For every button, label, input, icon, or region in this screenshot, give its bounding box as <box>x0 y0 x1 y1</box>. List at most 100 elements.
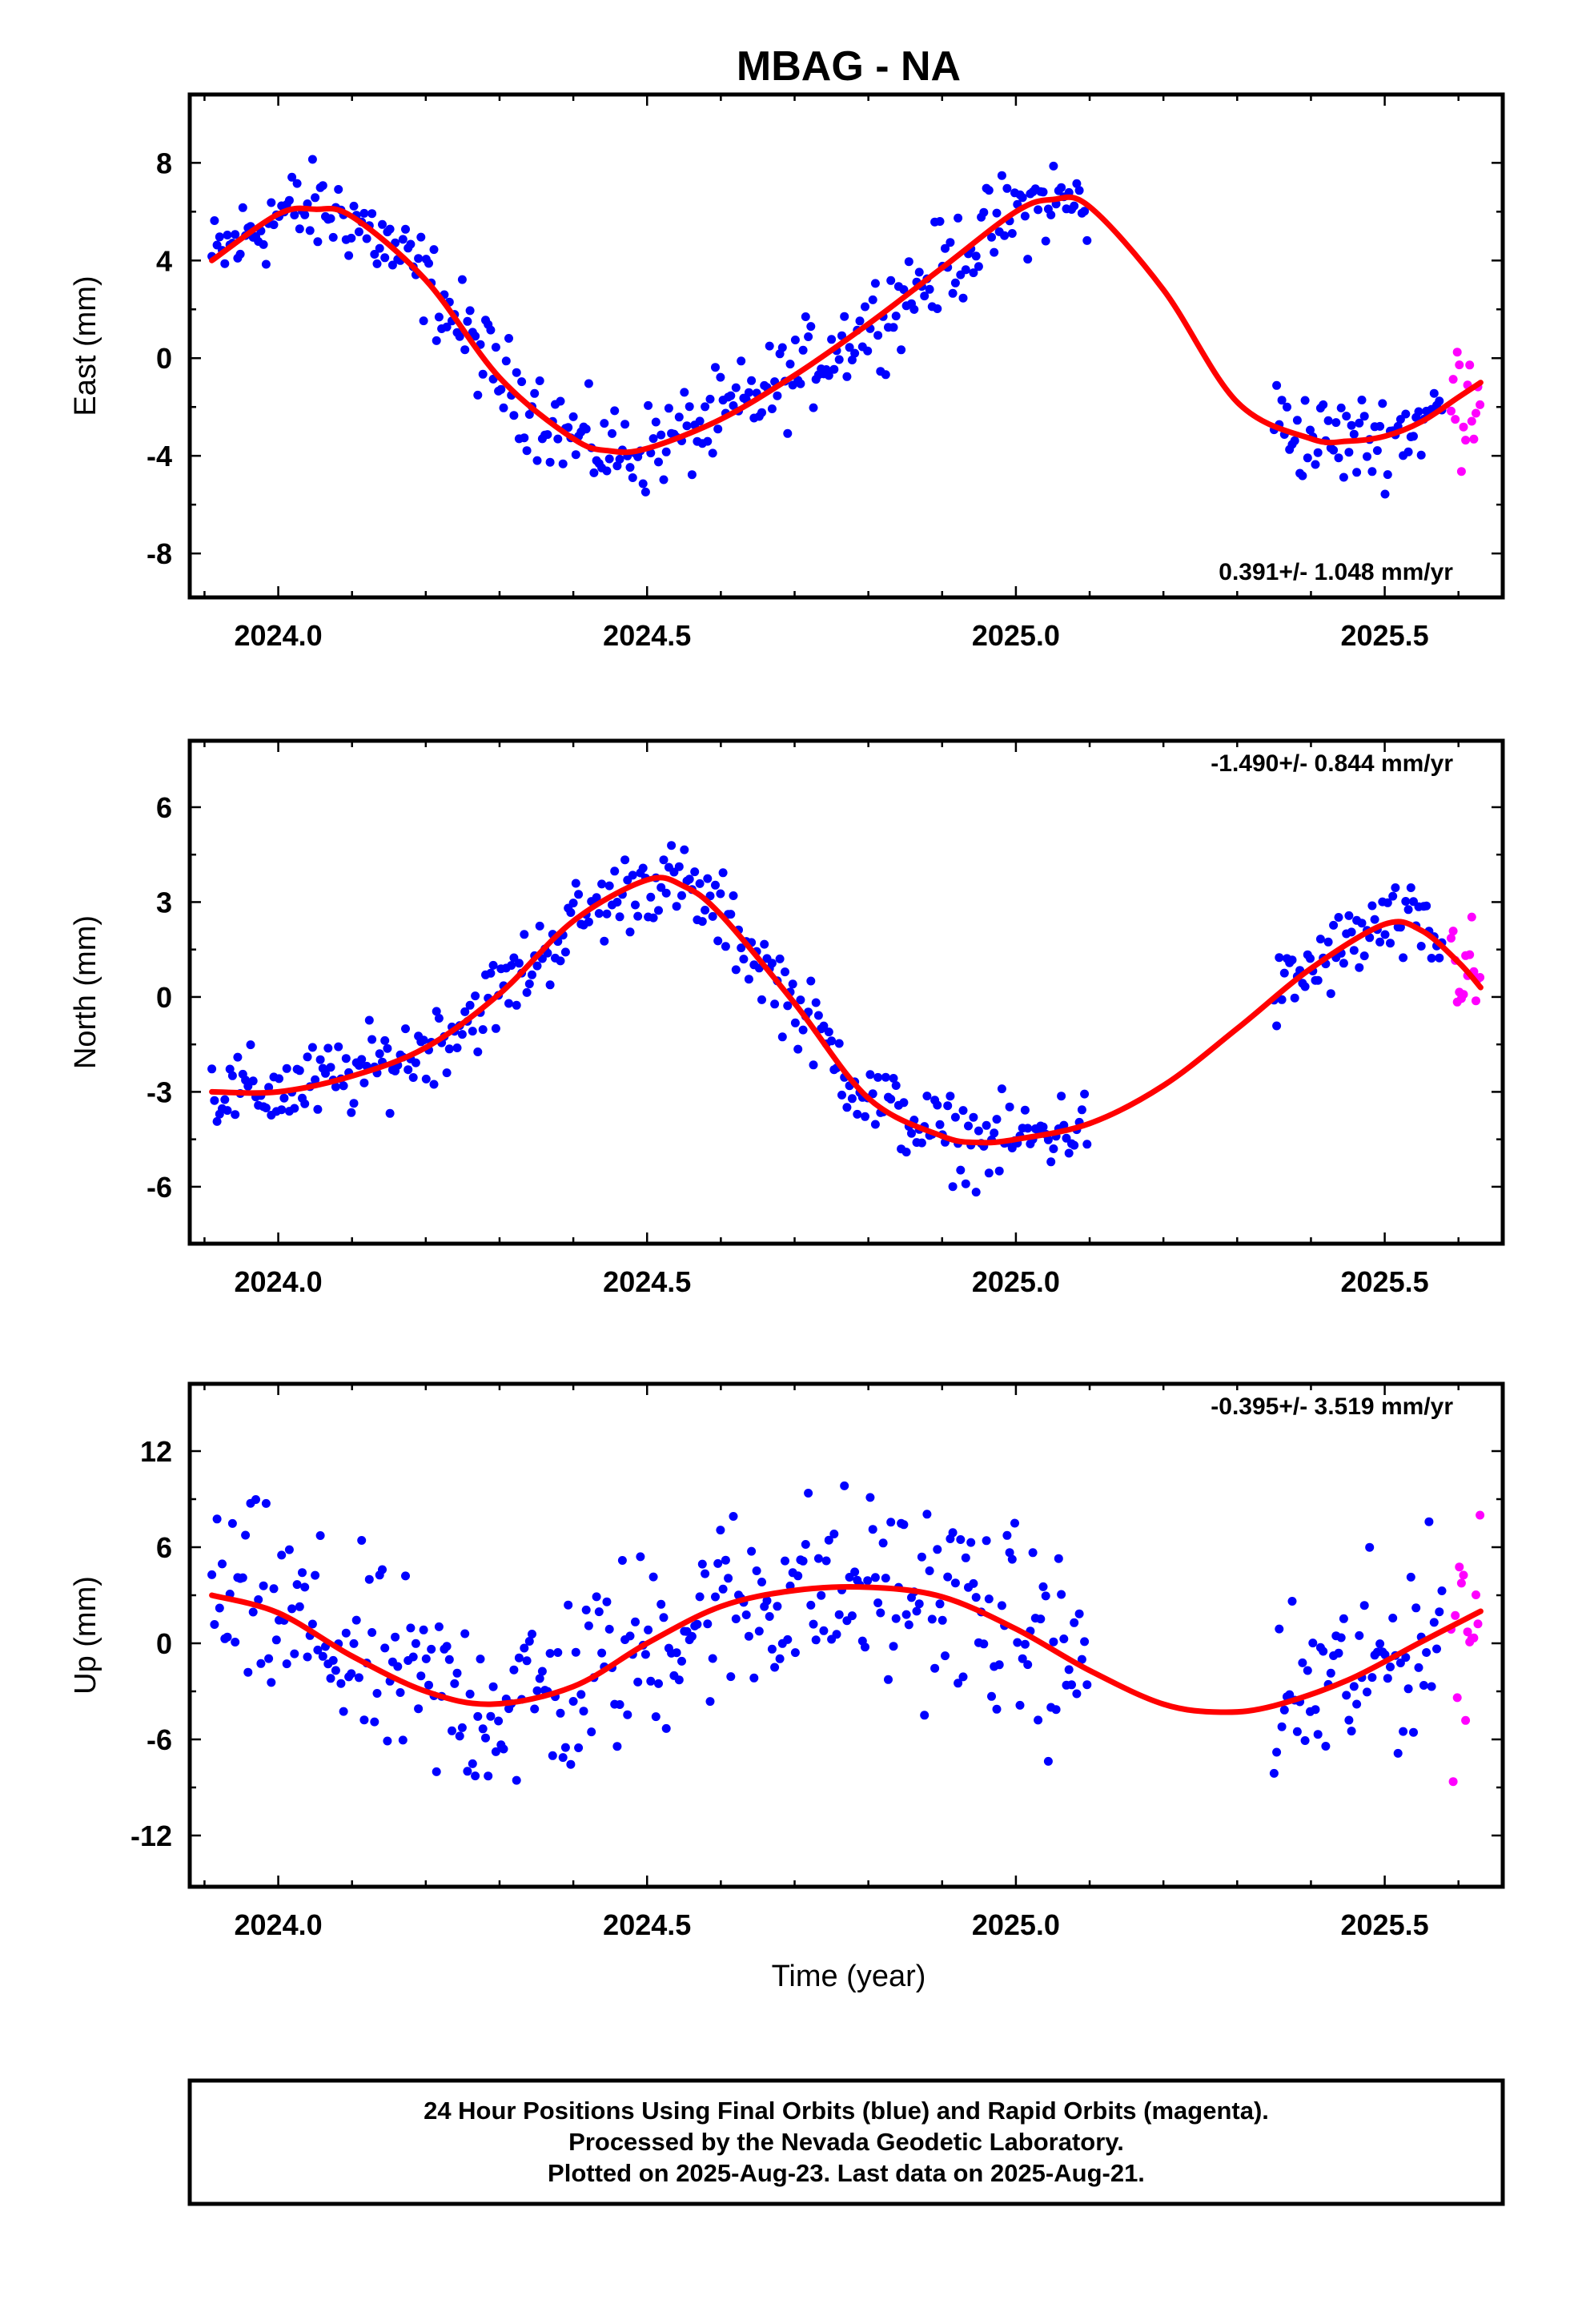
velocity-label: -1.490+/- 0.844 mm/yr <box>1211 750 1453 777</box>
final-orbit-point <box>881 370 890 380</box>
final-orbit-point <box>1020 1639 1030 1649</box>
final-orbit-point <box>1401 1653 1411 1663</box>
final-orbit-point <box>574 1743 584 1752</box>
final-orbit-point <box>499 403 508 412</box>
final-orbit-point <box>522 446 532 456</box>
final-orbit-point <box>1074 1609 1084 1618</box>
final-orbit-point <box>473 1047 483 1056</box>
final-orbit-point <box>938 1615 947 1625</box>
final-orbit-point <box>646 892 656 902</box>
final-orbit-point <box>419 1035 428 1045</box>
final-orbit-point <box>729 1512 738 1521</box>
final-orbit-point <box>227 1071 237 1080</box>
final-orbit-point <box>378 219 387 229</box>
final-orbit-point <box>604 881 614 891</box>
rapid-orbit-point <box>1452 1693 1462 1703</box>
x-tick-label: 2025.0 <box>972 1908 1060 1941</box>
final-orbit-point <box>290 211 299 219</box>
fit-curve <box>209 1584 1484 1715</box>
final-orbit-point <box>326 1674 335 1683</box>
final-orbit-point <box>1365 933 1375 943</box>
final-orbit-point <box>741 1610 751 1619</box>
final-orbit-point <box>904 257 913 267</box>
final-orbit-point <box>788 979 797 989</box>
final-orbit-point <box>326 1063 335 1072</box>
final-orbit-point <box>767 1644 777 1654</box>
final-orbit-point <box>571 879 580 888</box>
final-orbit-point <box>680 388 689 397</box>
final-orbit-point <box>648 434 658 444</box>
final-orbit-point <box>465 306 475 316</box>
final-orbit-point <box>901 1610 911 1619</box>
final-orbit-point <box>811 1635 821 1645</box>
final-orbit-point <box>920 1711 930 1720</box>
final-orbit-point <box>620 855 630 865</box>
plot-area <box>207 155 1485 499</box>
final-orbit-point <box>935 1120 945 1129</box>
final-orbit-point <box>251 1495 260 1504</box>
final-orbit-point <box>701 906 710 915</box>
x-tick-label: 2024.0 <box>235 1908 323 1941</box>
final-orbit-point <box>1380 489 1390 499</box>
final-orbit-point <box>713 936 723 946</box>
final-orbit-point <box>218 1559 227 1569</box>
final-orbit-point <box>300 210 310 219</box>
final-orbit-point <box>661 888 671 898</box>
final-orbit-point <box>917 1138 926 1148</box>
final-orbit-point <box>1287 955 1297 965</box>
final-orbit-point <box>484 1771 493 1781</box>
final-orbit-point <box>969 1112 978 1122</box>
final-orbit-point <box>760 939 769 949</box>
final-orbit-point <box>434 1622 444 1631</box>
final-orbit-point <box>429 245 439 255</box>
rapid-orbit-point <box>1459 422 1468 432</box>
plot-frame <box>187 92 1505 600</box>
final-orbit-point <box>367 1035 377 1044</box>
final-orbit-point <box>514 1653 524 1663</box>
final-orbit-point <box>442 1642 452 1651</box>
final-orbit-point <box>471 1771 480 1781</box>
final-orbit-point <box>537 1667 547 1676</box>
final-orbit-point <box>574 890 584 899</box>
final-orbit-point <box>1002 183 1012 193</box>
plot-area <box>207 841 1485 1197</box>
final-orbit-point <box>971 251 981 261</box>
final-orbit-point <box>1411 1603 1421 1613</box>
final-orbit-point <box>1367 467 1377 476</box>
final-orbit-point <box>724 1574 733 1583</box>
final-orbit-point <box>341 1054 351 1063</box>
final-orbit-point <box>411 1058 420 1068</box>
final-orbit-point <box>1023 1124 1033 1133</box>
final-orbit-point <box>705 1697 715 1707</box>
final-orbit-point <box>248 1076 258 1086</box>
final-orbit-point <box>1051 1705 1061 1715</box>
x-tick-label: 2025.0 <box>972 619 1060 652</box>
final-orbit-point <box>1419 1681 1428 1690</box>
final-orbit-point <box>651 417 661 427</box>
final-orbit-point <box>1049 1637 1058 1647</box>
final-orbit-point <box>460 1007 470 1016</box>
final-orbit-point <box>994 1166 1004 1176</box>
rapid-orbit-point <box>1451 415 1460 424</box>
final-orbit-point <box>509 411 519 420</box>
final-orbit-point <box>615 454 624 464</box>
final-orbit-point <box>685 402 694 412</box>
final-orbit-point <box>1326 989 1335 999</box>
final-orbit-point <box>321 1068 330 1078</box>
final-orbit-point <box>1269 1768 1279 1778</box>
final-orbit-point <box>269 220 279 230</box>
final-orbit-point <box>1359 951 1369 961</box>
final-orbit-point <box>1303 1666 1312 1675</box>
final-orbit-point <box>231 1638 240 1647</box>
y-tick-label: 0 <box>156 1627 172 1660</box>
final-orbit-point <box>1290 993 1299 1003</box>
y-tick-label: -6 <box>147 1171 172 1204</box>
final-orbit-point <box>1283 402 1291 412</box>
final-orbit-point <box>303 1652 312 1662</box>
final-orbit-point <box>870 279 880 288</box>
final-orbit-point <box>1323 416 1333 425</box>
final-orbit-point <box>215 1603 224 1613</box>
final-orbit-point <box>654 906 663 915</box>
final-orbit-point <box>261 1498 271 1508</box>
rapid-orbit-point <box>1447 934 1456 943</box>
